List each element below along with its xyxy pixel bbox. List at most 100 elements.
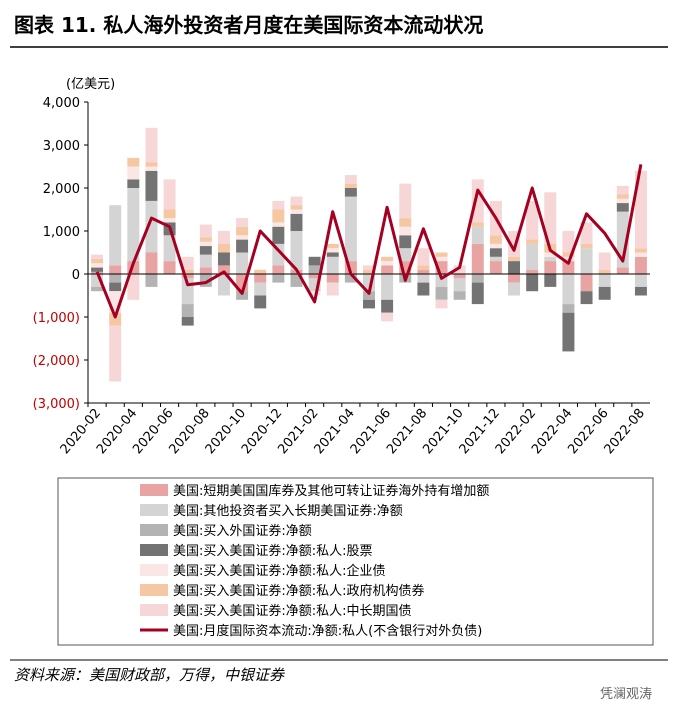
y-tick-label: 0 (72, 268, 80, 283)
bar-segment (163, 261, 176, 274)
bar-segment (598, 252, 611, 270)
bar-segment (109, 205, 122, 266)
bar-segment (254, 269, 267, 274)
legend-label: 美国:买入美国证券:净额:私人:股票 (173, 543, 373, 559)
bar-segment (598, 269, 611, 274)
bar-segment (109, 312, 122, 326)
bar-segment (344, 183, 357, 188)
bar-segment (145, 200, 158, 253)
bar-segment (326, 252, 339, 257)
legend-label: 美国:短期美国国库券及其他可转让证券海外持有增加额 (173, 483, 489, 499)
bar-segment (580, 291, 593, 305)
bar-segment (344, 196, 357, 262)
bar-segment (145, 162, 158, 167)
bar-segment (145, 274, 158, 287)
bar-segment (109, 282, 122, 292)
source: 资料来源：美国财政部，万得，中银证券 (14, 666, 285, 684)
bar-segment (236, 291, 249, 300)
legend-swatch (140, 604, 168, 616)
bar-segment (344, 188, 357, 197)
bar-segment (145, 170, 158, 201)
bar-segment (254, 295, 267, 309)
bar-segment (236, 274, 249, 292)
bar-segment (254, 282, 267, 296)
bar-segment (417, 274, 430, 283)
y-tick-label: 2,000 (43, 182, 80, 197)
line-series (95, 164, 643, 319)
bar-segment (308, 278, 321, 292)
bar-segment (363, 269, 375, 274)
bar-segment (363, 299, 375, 309)
bar-segment (290, 231, 303, 270)
bar-segment (217, 252, 230, 266)
watermark: 凭澜观涛 (600, 686, 652, 702)
bar-segment (489, 256, 502, 262)
bar-segment (326, 256, 339, 274)
y-tick-label: (2,000) (33, 354, 80, 369)
bar-segment (109, 265, 122, 274)
legend-swatch (140, 564, 168, 576)
legend-label: 美国:月度国际资本流动:净额:私人(不含银行对外负债) (173, 623, 482, 639)
bar-segment (381, 274, 394, 300)
bar-segment (526, 243, 539, 270)
bar-segment (562, 304, 575, 313)
bar-segment (272, 274, 285, 283)
bar-segment (453, 278, 466, 292)
bar-segment (508, 256, 521, 262)
bar-segment (435, 286, 448, 300)
bar-segment (145, 166, 158, 171)
bar-segment (199, 237, 212, 242)
bar-segment (634, 286, 647, 296)
bar-segment (272, 265, 285, 274)
bar-segment (616, 194, 629, 199)
bar-segment (616, 198, 629, 204)
bar-segment (508, 282, 521, 296)
bar-segment (399, 218, 412, 227)
bar-segment (598, 274, 611, 287)
bar-segment (544, 274, 557, 287)
bar-segment (634, 170, 647, 249)
bar-segment (616, 211, 629, 268)
bar-segment (435, 299, 448, 309)
bar-segment (616, 203, 629, 212)
bar-segment (272, 200, 285, 210)
bar-segment (181, 304, 194, 317)
bar-segment (91, 274, 104, 287)
bar-segment (399, 248, 412, 262)
legend-label: 美国:买入外国证券:净额 (173, 523, 312, 539)
bar-segment (127, 188, 140, 262)
bar-segment (489, 261, 502, 274)
bar-segment (471, 179, 484, 223)
bar-segment (598, 286, 611, 300)
bar-segment (181, 274, 194, 279)
bar-segment (562, 252, 575, 257)
bar-segment (634, 252, 647, 257)
legend-label: 美国:买入美国证券:净额:私人:政府机构债券 (173, 583, 425, 599)
bar-segment (163, 218, 176, 223)
bar-segment (109, 291, 122, 313)
bar-segment (489, 243, 502, 249)
bar-segment (344, 175, 357, 184)
bar-segment (163, 209, 176, 219)
bar-segment (199, 274, 212, 287)
bar-segment (562, 274, 575, 305)
bar-segment (181, 269, 194, 274)
bar-segment (634, 256, 647, 274)
bar-segment (508, 274, 521, 283)
legend-swatch (140, 544, 168, 556)
bar-segment (217, 243, 230, 253)
bar-segment (544, 256, 557, 262)
bar-segment (181, 278, 194, 305)
bar-segment (290, 205, 303, 210)
legend-swatch (140, 584, 168, 596)
bar-segment (435, 261, 448, 274)
bar-segment (435, 274, 448, 287)
bar-segment (399, 226, 412, 236)
bar-segment (163, 235, 176, 262)
bar-segment (381, 256, 394, 262)
bar-segment (145, 252, 158, 274)
bar-segment (181, 317, 194, 326)
bar-segment (453, 265, 466, 274)
bar-segment (199, 246, 212, 255)
bar-segment (127, 274, 140, 300)
